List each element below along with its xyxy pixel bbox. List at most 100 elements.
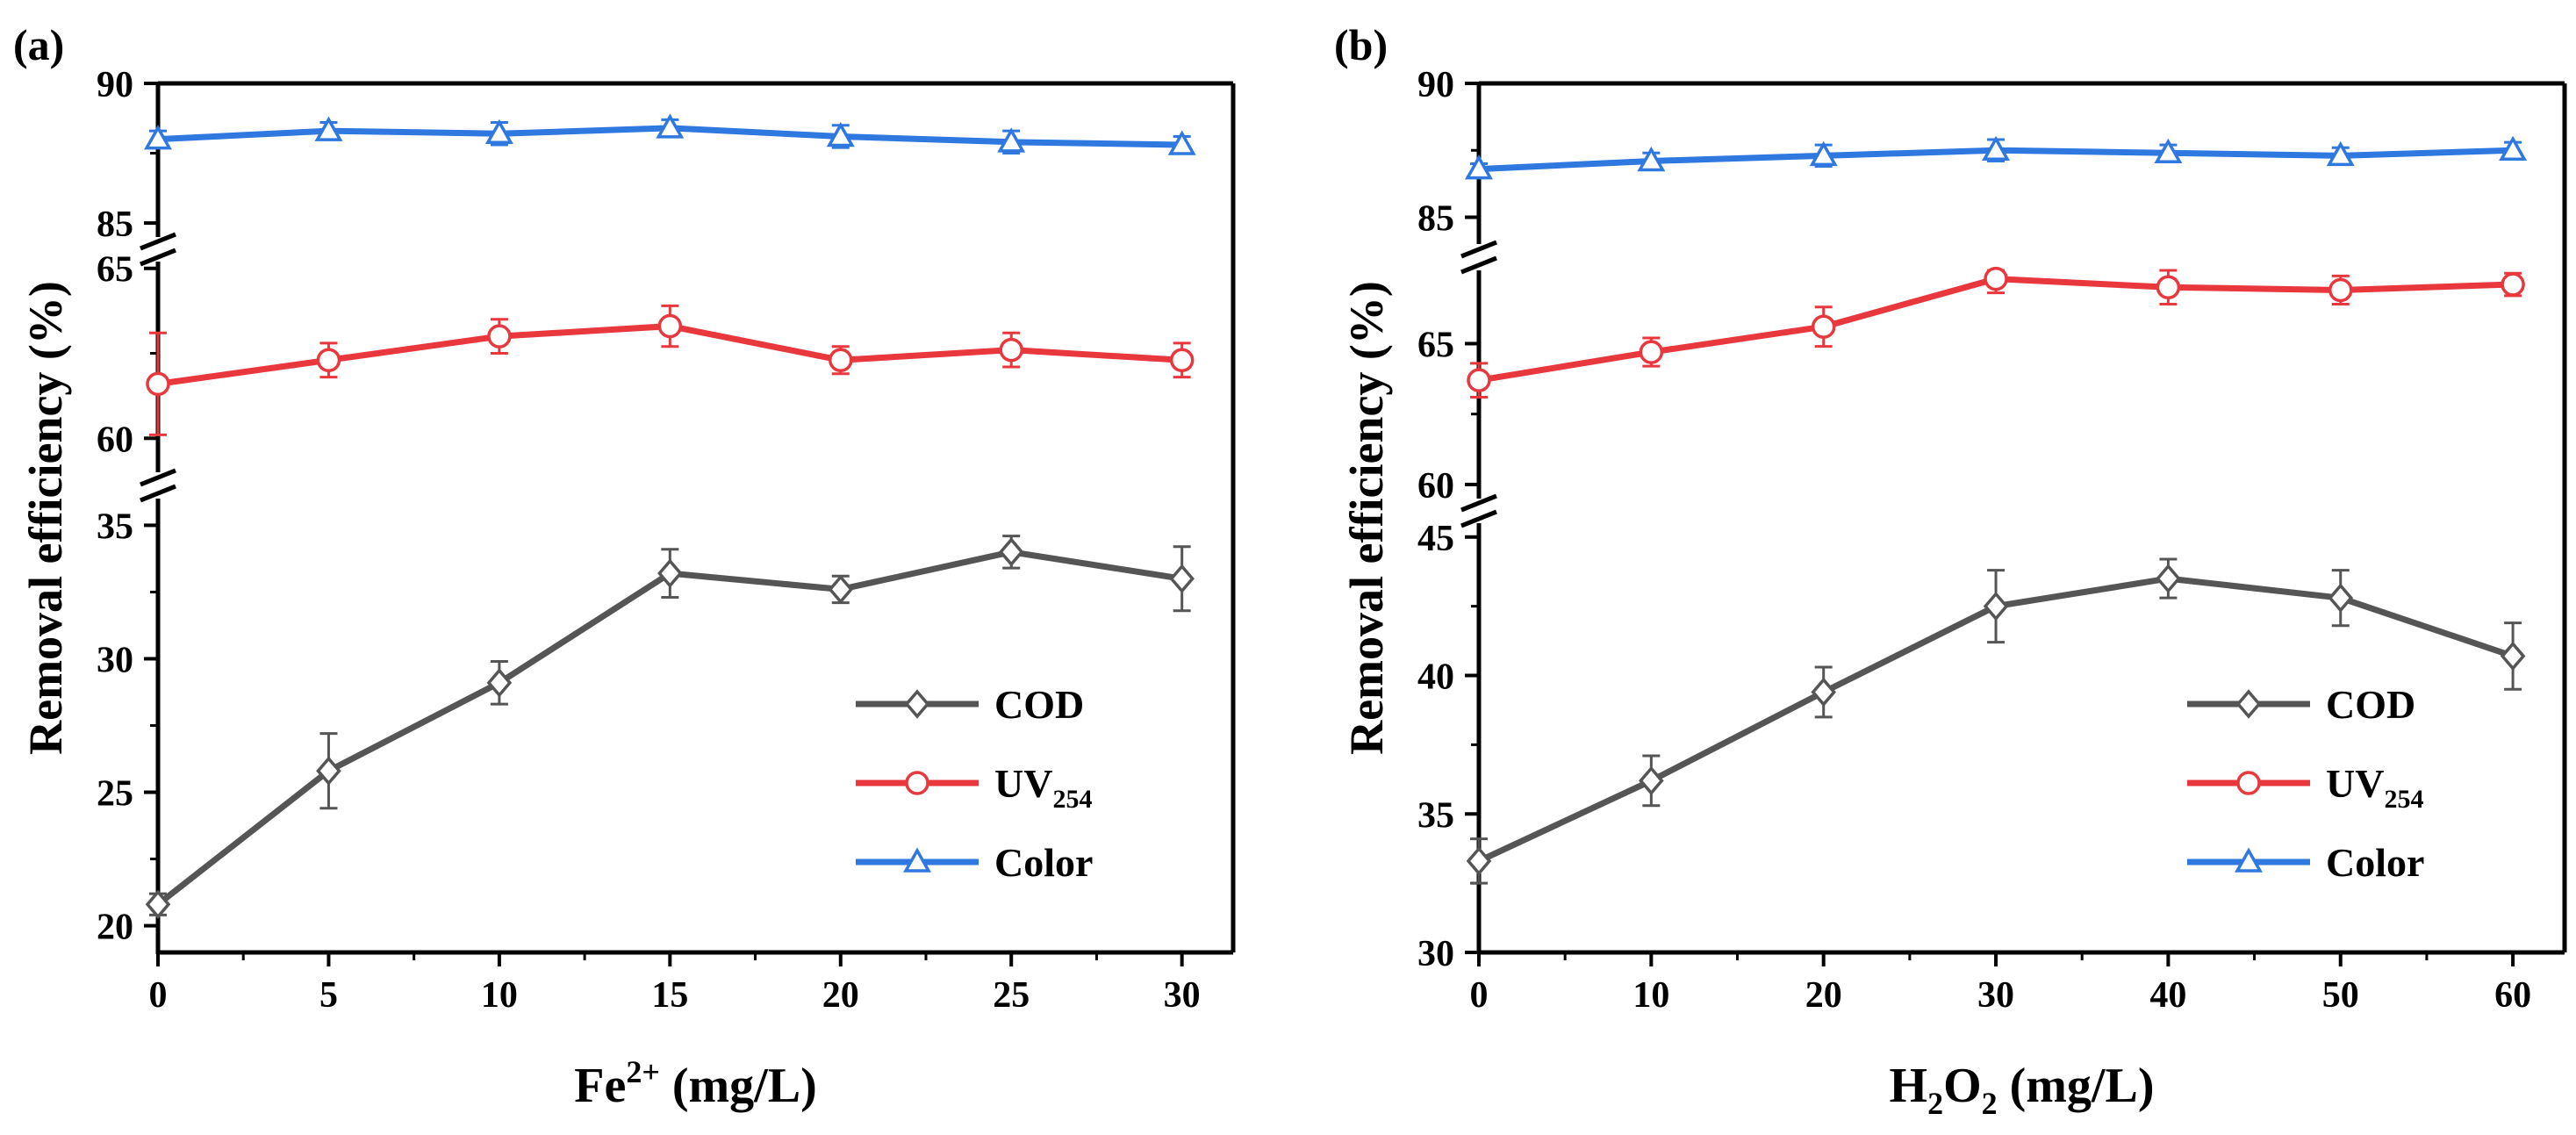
- x-axis-title-unit: (mg/L): [1998, 1059, 2155, 1113]
- data-point: [1809, 140, 1838, 167]
- legend-label-name: COD: [2326, 682, 2415, 727]
- x-tick-label: 25: [993, 975, 1030, 1016]
- data-point: [146, 371, 170, 397]
- y-tick-label: 90: [1417, 65, 1454, 105]
- y-tick-label: 30: [97, 640, 133, 680]
- data-point: [656, 113, 685, 139]
- data-point: [2501, 272, 2525, 297]
- panel-label: (a): [13, 20, 64, 69]
- legend-label-name: UV: [994, 761, 1052, 806]
- x-tick-label: 5: [319, 975, 338, 1016]
- x-tick-label: 60: [2494, 975, 2531, 1016]
- data-point: [826, 121, 855, 147]
- chart-panel-a: (a) 20 25 30 35 60 65 85 90 0 5 10 15 20 25 30 Removal e…: [13, 20, 1236, 1113]
- data-point: [1639, 340, 1664, 364]
- legend-label-name: Color: [2326, 840, 2424, 885]
- data-point: [2499, 135, 2528, 161]
- x-axis-title-sub: 2: [1927, 1086, 1943, 1121]
- series-uv: [146, 304, 1195, 436]
- data-point: [657, 313, 683, 339]
- y-tick-label: 30: [1417, 934, 1454, 974]
- legend-marker: [2235, 847, 2263, 873]
- data-point: [484, 119, 513, 145]
- x-tick-label: 20: [1805, 975, 1842, 1016]
- x-tick-label: 50: [2322, 975, 2359, 1016]
- legend: COD UV254 Color: [856, 682, 1093, 885]
- data-point: [999, 337, 1023, 363]
- legend-label-sub: 254: [2384, 785, 2423, 814]
- data-point: [487, 324, 512, 348]
- axis-break-mark: [140, 484, 176, 503]
- x-axis-title-main: Fe: [574, 1059, 626, 1113]
- data-point: [144, 125, 172, 150]
- data-point: [1637, 146, 1666, 172]
- y-tick-label: 65: [1417, 325, 1454, 365]
- legend-label-name: UV: [2326, 761, 2384, 806]
- data-point: [2156, 275, 2181, 300]
- x-tick-label: 30: [1977, 975, 2014, 1016]
- legend-label: Color: [2326, 840, 2424, 885]
- data-point: [145, 889, 171, 919]
- x-tick-label: 0: [1470, 975, 1489, 1016]
- data-point: [1169, 348, 1195, 373]
- legend-label: COD: [994, 682, 1084, 727]
- data-point: [1983, 591, 2009, 621]
- data-point: [1811, 314, 1836, 339]
- axis-break-mark: [140, 248, 176, 267]
- data-point: [2326, 140, 2355, 167]
- legend-label: COD: [2326, 682, 2415, 727]
- data-point: [828, 574, 854, 605]
- y-tick-label: 35: [1417, 795, 1454, 836]
- series-color: [144, 113, 1196, 155]
- x-tick-label: 20: [822, 975, 859, 1016]
- data-point: [1982, 135, 2011, 161]
- data-point: [657, 558, 683, 588]
- x-tick-label: 15: [651, 975, 688, 1016]
- x-tick-label: 10: [1632, 975, 1669, 1016]
- axis-break-mark: [1460, 240, 1497, 259]
- panel-label: (b): [1334, 20, 1388, 69]
- x-axis-title-main: H: [1890, 1059, 1928, 1113]
- series-uv: [1467, 266, 2525, 399]
- y-axis-title: Removal efficiency (%): [1340, 281, 1393, 755]
- y-tick-label: 85: [1417, 199, 1454, 240]
- data-point: [1984, 266, 2008, 291]
- legend-label: Color: [994, 840, 1093, 885]
- y-tick-label: 45: [1417, 519, 1454, 559]
- x-axis-title-sub2: 2: [1982, 1086, 1998, 1121]
- axis-break-mark: [140, 232, 176, 251]
- series-color: [1465, 135, 2528, 180]
- x-axis-title-mid: O: [1943, 1059, 1982, 1113]
- axis-break-mark: [1460, 255, 1497, 275]
- x-tick-label: 40: [2149, 975, 2186, 1016]
- y-tick-label: 85: [97, 205, 133, 245]
- data-point: [314, 116, 343, 141]
- y-tick-label: 35: [97, 506, 133, 547]
- axis-break-mark: [140, 468, 176, 487]
- data-point: [2328, 277, 2353, 303]
- legend-marker: [903, 847, 931, 873]
- data-point: [316, 756, 341, 786]
- legend-marker: [2236, 771, 2261, 795]
- data-point: [1167, 130, 1196, 155]
- x-tick-label: 0: [149, 975, 168, 1016]
- data-point: [486, 668, 513, 698]
- x-axis-title-unit: (mg/L): [660, 1059, 817, 1113]
- axis-break-mark: [1460, 493, 1497, 513]
- data-point: [316, 348, 341, 373]
- data-point: [2500, 641, 2526, 672]
- series-cod: [145, 535, 1195, 919]
- data-point: [998, 537, 1024, 567]
- legend: COD UV254 Color: [2187, 682, 2424, 885]
- data-point: [829, 348, 853, 373]
- data-point: [1465, 154, 1493, 180]
- legend-label-name: Color: [994, 840, 1093, 885]
- data-point: [2154, 138, 2183, 164]
- legend-label: UV254: [994, 761, 1092, 814]
- series-cod: [1466, 557, 2526, 885]
- x-tick-label: 30: [1164, 975, 1201, 1016]
- axis-break-mark: [1460, 509, 1497, 528]
- data-point: [997, 127, 1026, 153]
- data-point: [2156, 564, 2181, 593]
